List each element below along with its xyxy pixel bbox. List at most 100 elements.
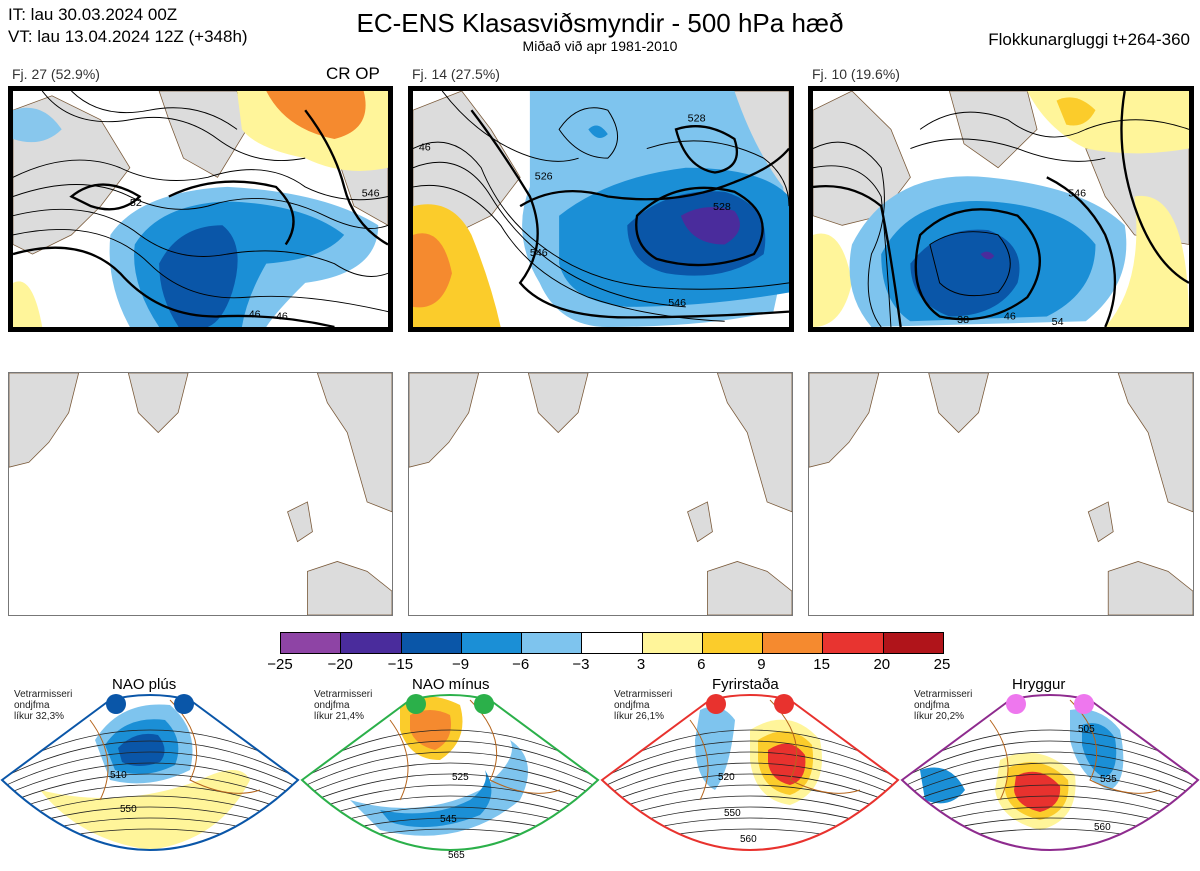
height-contour <box>2 762 298 798</box>
height-contour <box>902 740 1198 780</box>
regime-info-line: líkur 20,2% <box>914 711 965 722</box>
cluster-2-map[interactable]: 528 526 528 546 546 46 <box>408 86 794 332</box>
colorbar-segment <box>522 633 583 653</box>
colorbar-segment <box>582 633 643 653</box>
regime-info-line: líkur 21,4% <box>314 711 365 722</box>
height-contour <box>902 773 1198 807</box>
contour-label: 526 <box>535 170 553 182</box>
anomaly-area <box>695 706 735 790</box>
height-contour <box>2 751 298 789</box>
contour-label: 528 <box>688 113 706 125</box>
colorbar-segment <box>341 633 402 653</box>
contour-label: 550 <box>724 808 741 819</box>
colorbar-tick-label: −25 <box>267 656 293 673</box>
height-contour <box>602 773 898 807</box>
anomaly-area <box>768 743 806 785</box>
contour-label: 38 <box>957 314 969 326</box>
anomaly-area <box>920 767 965 804</box>
height-contour <box>302 773 598 807</box>
contour-label: 54 <box>1052 316 1064 327</box>
regime-title: NAO plús <box>112 676 177 693</box>
regime-title: NAO mínus <box>412 676 490 693</box>
regime-border <box>900 694 1200 851</box>
coastline <box>89 699 261 801</box>
regime-map: 505 535 560 <box>900 694 1200 851</box>
regime-map: 510 550 <box>0 694 300 851</box>
colorbar-tick-label: −20 <box>327 656 353 673</box>
contour-label: 560 <box>1094 822 1111 833</box>
coastline <box>389 699 561 801</box>
colorbar-tick-label: 3 <box>636 656 646 673</box>
height-contour <box>2 773 298 807</box>
coastline <box>689 699 861 801</box>
contour-label: 52 <box>130 197 142 209</box>
contour-label: 520 <box>718 772 735 783</box>
issue-time: IT: lau 30.03.2024 00Z <box>8 5 178 24</box>
contour-label: 510 <box>110 770 127 781</box>
height-contour <box>902 828 1198 850</box>
regime-border <box>0 694 300 851</box>
contour-label: 550 <box>120 804 137 815</box>
colorbar-tick-label: −15 <box>387 656 414 673</box>
regime-dot <box>774 694 794 714</box>
height-contour <box>902 784 1198 816</box>
anomaly-area <box>40 770 250 850</box>
height-contour <box>602 784 898 816</box>
regime-info: Vetrarmisseri ondjfma líkur 32,3% <box>14 689 72 722</box>
contour-label: 505 <box>1078 724 1095 735</box>
cluster-3-map[interactable]: 546 46 54 38 <box>808 86 1194 332</box>
empty-map-1 <box>8 372 393 616</box>
regime-dot <box>1074 694 1094 714</box>
regime-title: Hryggur <box>1012 676 1066 693</box>
regime-info-line: líkur 32,3% <box>14 711 65 722</box>
regime-dot <box>474 694 494 714</box>
regime-dot <box>706 694 726 714</box>
colorbar-tick-label: 9 <box>757 656 766 673</box>
colorbar-tick-label: −6 <box>512 656 530 673</box>
contour-label: 565 <box>448 850 465 861</box>
cluster-1-tag: CR OP <box>326 64 380 83</box>
colorbar-segment <box>763 633 824 653</box>
height-contour <box>602 740 898 780</box>
regime-info-line: ondjfma <box>314 700 350 711</box>
page-title: EC-ENS Klasasviðsmyndir - 500 hPa hæð <box>356 8 844 38</box>
height-contour <box>902 762 1198 798</box>
regime-border <box>600 694 900 851</box>
height-contour <box>2 740 298 780</box>
regime-info-line: ondjfma <box>914 700 950 711</box>
regime-map: 520 550 560 <box>600 694 900 851</box>
contour-label: 546 <box>1068 188 1086 200</box>
contour-label: 546 <box>668 297 686 309</box>
height-contour <box>302 740 598 780</box>
colorbar-segment <box>401 633 462 653</box>
colorbar-tick-label: 6 <box>697 656 706 673</box>
regime-dot <box>174 694 194 714</box>
regime-info-line: ondjfma <box>614 700 650 711</box>
regime-map: 525 545 565 <box>300 694 600 861</box>
colorbar-segment <box>642 633 703 653</box>
colorbar-segment <box>281 633 342 653</box>
height-contour <box>602 751 898 789</box>
anomaly-area <box>1014 771 1061 812</box>
contour-label: 46 <box>419 142 431 154</box>
regime-title: Fyrirstaða <box>712 676 779 693</box>
regime-dot <box>1006 694 1026 714</box>
colorbar-tick-label: 25 <box>933 656 951 673</box>
contour-label: 46 <box>276 310 288 322</box>
empty-map-3 <box>808 372 1194 616</box>
height-contour <box>2 784 298 816</box>
height-contour <box>902 751 1198 789</box>
header-info: IT: lau 30.03.2024 00Z VT: lau 13.04.202… <box>8 4 248 48</box>
height-contour <box>302 762 598 798</box>
colorbar-tick-label: 20 <box>873 656 891 673</box>
cluster-1-map[interactable]: 52 46 46 546 <box>8 86 393 332</box>
height-contour <box>602 762 898 798</box>
anomaly-area <box>410 710 451 750</box>
regime-info-line: Vetrarmisseri <box>914 689 973 700</box>
cluster-3-label: Fj. 10 (19.6%) <box>812 66 900 82</box>
regime-info: Vetrarmisseri ondjfma líkur 20,2% <box>914 689 972 722</box>
contour-label: 535 <box>1100 774 1117 785</box>
colorbar <box>280 632 944 654</box>
contour-label: 546 <box>530 247 548 259</box>
contour-label: 546 <box>362 188 380 200</box>
